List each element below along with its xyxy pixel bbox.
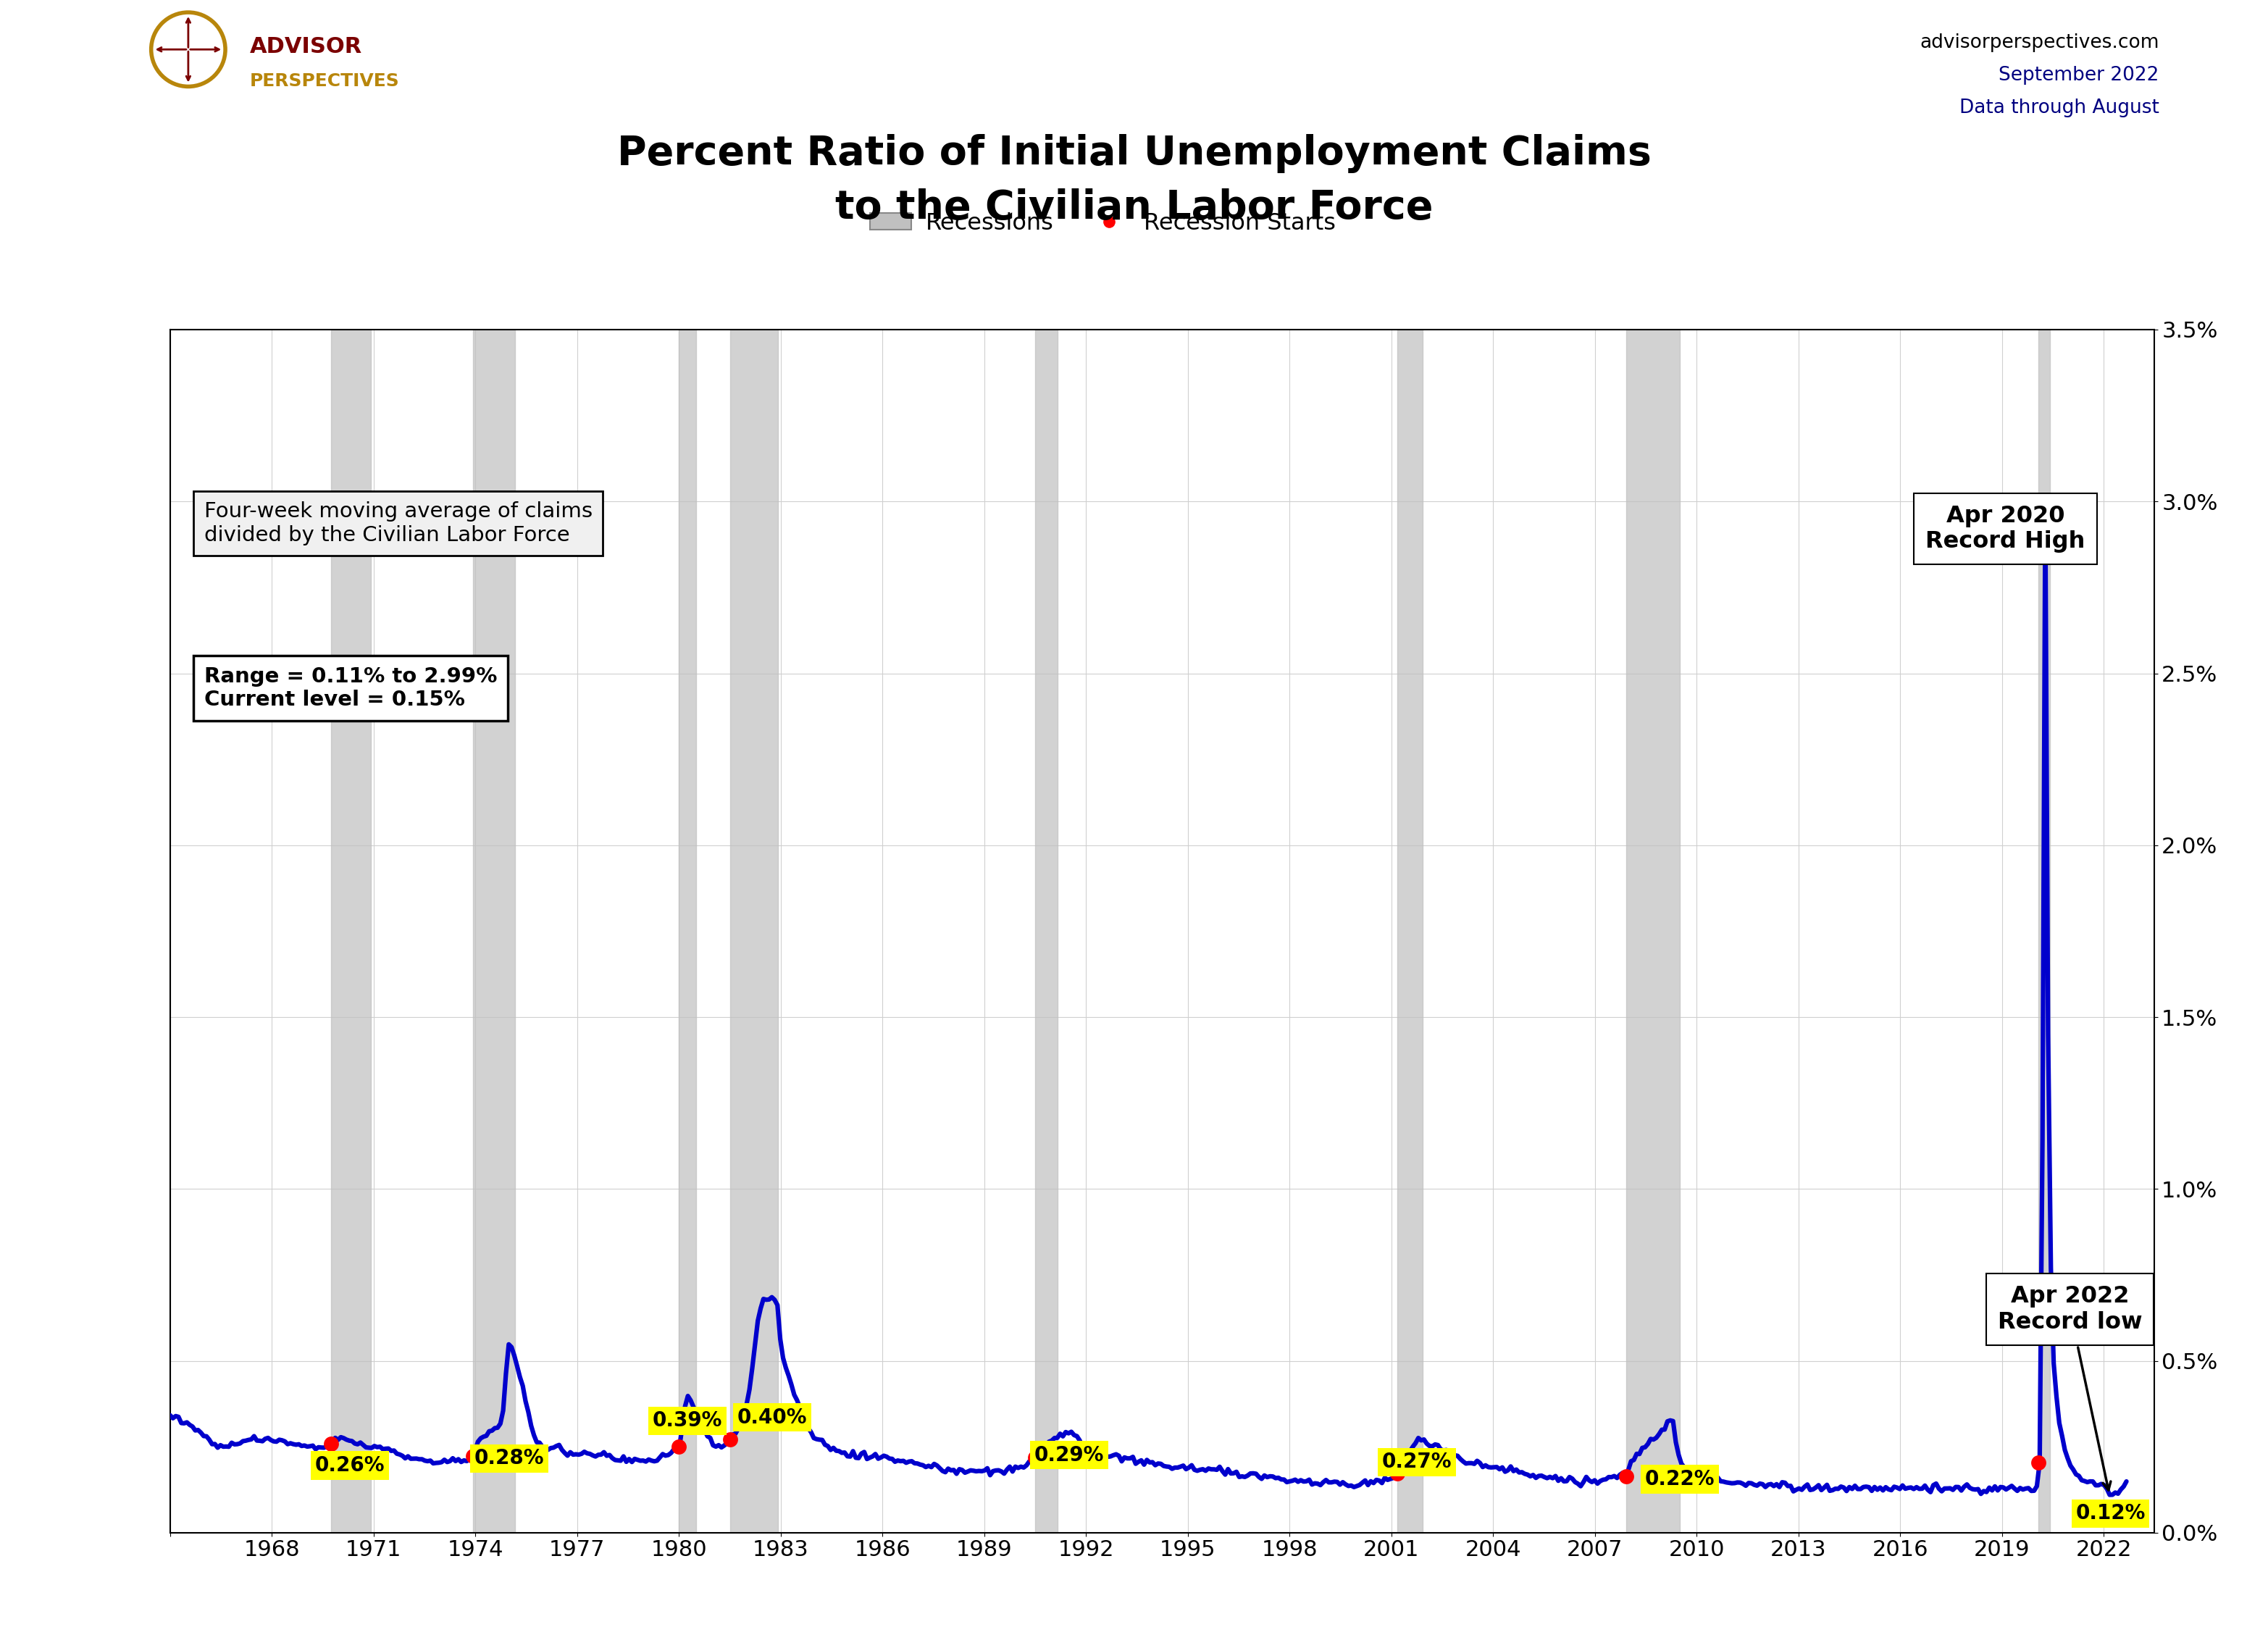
Text: 0.22%: 0.22% <box>1644 1468 1715 1490</box>
Bar <box>730 330 778 1533</box>
Bar <box>1397 330 1422 1533</box>
Text: 0.12%: 0.12% <box>2075 1503 2146 1524</box>
Bar <box>331 330 372 1533</box>
Text: 0.27%: 0.27% <box>1381 1452 1452 1472</box>
Text: ADVISOR: ADVISOR <box>249 36 363 58</box>
Text: Percent Ratio of Initial Unemployment Claims: Percent Ratio of Initial Unemployment Cl… <box>617 133 1651 173</box>
Text: 0.40%: 0.40% <box>737 1407 807 1427</box>
Text: to the Civilian Labor Force: to the Civilian Labor Force <box>835 188 1433 227</box>
Text: Apr 2022
Record low: Apr 2022 Record low <box>1998 1285 2141 1490</box>
Text: advisorperspectives.com: advisorperspectives.com <box>1919 33 2159 51</box>
Legend: Recessions, Recession Starts: Recessions, Recession Starts <box>860 203 1345 244</box>
Text: 0.28%: 0.28% <box>474 1449 544 1468</box>
Bar <box>678 330 696 1533</box>
Text: September 2022: September 2022 <box>1998 66 2159 84</box>
Text: 0.26%: 0.26% <box>315 1455 386 1475</box>
Bar <box>2039 330 2050 1533</box>
Text: 0.39%: 0.39% <box>653 1411 721 1430</box>
Bar <box>1034 330 1057 1533</box>
Text: Four-week moving average of claims
divided by the Civilian Labor Force: Four-week moving average of claims divid… <box>204 501 592 545</box>
Bar <box>472 330 515 1533</box>
Bar <box>1626 330 1681 1533</box>
Text: Data through August: Data through August <box>1960 99 2159 117</box>
Text: PERSPECTIVES: PERSPECTIVES <box>249 73 399 91</box>
Text: Range = 0.11% to 2.99%
Current level = 0.15%: Range = 0.11% to 2.99% Current level = 0… <box>204 666 497 710</box>
Text: Apr 2020
Record High: Apr 2020 Record High <box>1926 504 2084 554</box>
Text: 0.29%: 0.29% <box>1034 1445 1105 1465</box>
